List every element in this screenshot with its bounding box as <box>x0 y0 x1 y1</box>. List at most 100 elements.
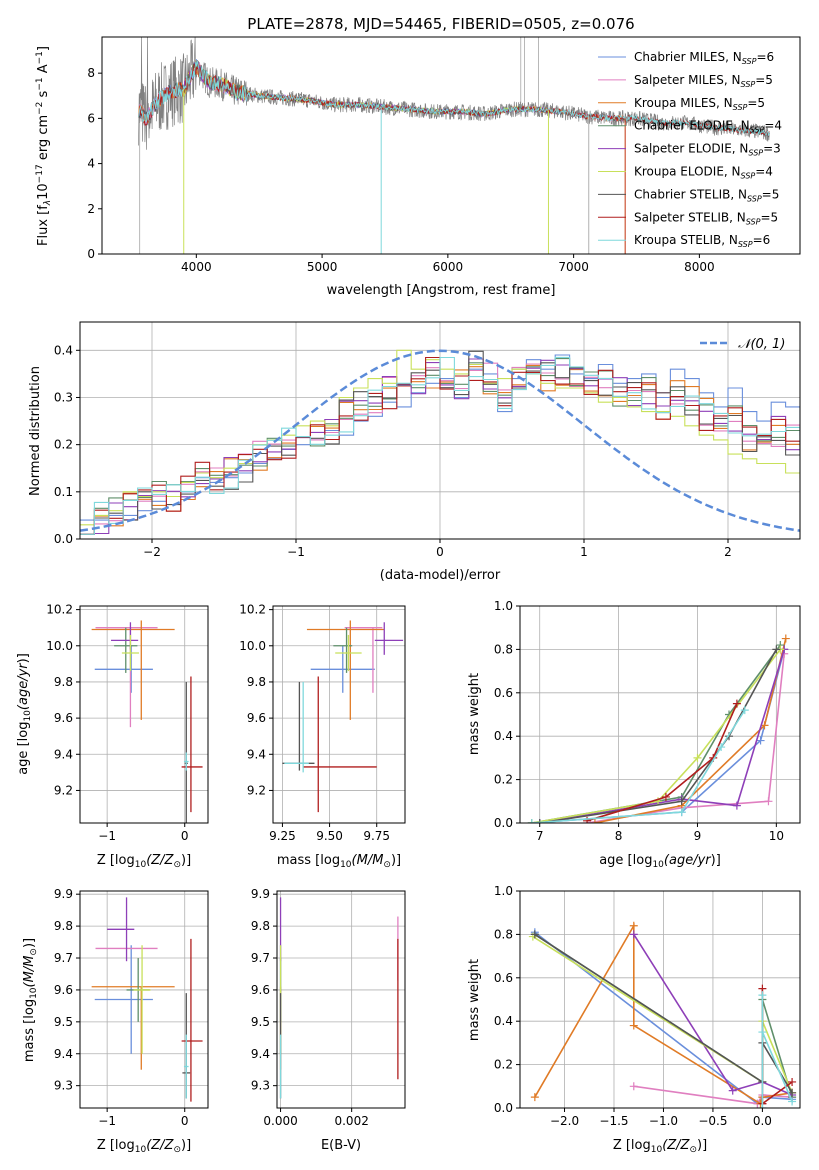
tick-label-x: −0.5 <box>698 1114 727 1128</box>
tick-label-y: 0.6 <box>494 971 513 985</box>
tick-label-y: 9.6 <box>54 711 73 725</box>
tick-label-y: 10.0 <box>46 639 73 653</box>
gridlines <box>80 891 208 1108</box>
tick-label-y: 0.8 <box>494 927 513 941</box>
axes-frame <box>276 890 406 1109</box>
tick-label-x: 0 <box>181 829 189 843</box>
tick-label-y: 4 <box>87 157 95 171</box>
weight-marker <box>758 1028 767 1037</box>
chart-panel-1: −2 −1 0 1 2 0.0 0.1 0.2 0.3 0.4 𝒩(0, 1) (data-model… <box>28 321 801 583</box>
errorbar-point <box>303 676 377 813</box>
weight-marker <box>728 1086 737 1095</box>
tick-label-y: 0.2 <box>494 1058 513 1072</box>
errorbar-point <box>94 945 153 1054</box>
legend-label: Chabrier MILES, NSSP=6 <box>634 50 774 66</box>
x-axis-label: Z [log10(Z/Z⊙)] <box>613 1138 707 1155</box>
tick-label-x: 0 <box>181 1114 189 1128</box>
histogram-kroupa-stelib <box>80 356 800 535</box>
tick-label-x: 1 <box>580 545 588 559</box>
legend-label: Salpeter MILES, NSSP=5 <box>634 73 773 89</box>
y-axis-label: Flux [fλ10−17 erg cm−2 s−1 A−1] <box>35 46 53 246</box>
tick-label-y: 1.0 <box>494 599 513 613</box>
tick-label-y: 0.3 <box>54 390 73 404</box>
plot-area <box>273 606 405 823</box>
tick-label-y: 10.0 <box>239 639 266 653</box>
weight-marker <box>781 634 790 643</box>
errorbar-point <box>183 752 189 771</box>
tick-label-y: 9.8 <box>247 675 266 689</box>
tick-label-x: −2.0 <box>550 1114 579 1128</box>
plot-content <box>91 620 203 823</box>
errorbar-point <box>183 1034 189 1099</box>
plot-content <box>91 897 203 1102</box>
x-axis-label: age [log10(age/yr)] <box>599 853 721 870</box>
legend-label: Chabrier STELIB, NSSP=5 <box>634 187 779 203</box>
tick-label-y: 10.2 <box>46 603 73 617</box>
y-axis-label: mass weight <box>467 673 482 755</box>
legend-label: Chabrier ELODIE, NSSP=4 <box>634 119 782 135</box>
x-axis-label: mass [log10(M/M⊙)] <box>277 853 401 870</box>
tick-label-y: 0.6 <box>494 686 513 700</box>
tick-label-y: 9.4 <box>247 747 266 761</box>
tick-label-x: 8000 <box>684 260 715 274</box>
errorbar-point <box>121 634 139 672</box>
tick-label-y: 0 <box>87 247 95 261</box>
tick-label-x: 4000 <box>181 260 212 274</box>
weight-line-kroupa-stelib <box>761 995 793 1108</box>
tick-label-x: −1 <box>98 829 116 843</box>
weight-marker <box>732 699 741 708</box>
weight-marker <box>583 816 592 823</box>
tick-label-x: 0 <box>436 545 444 559</box>
legend-label: Kroupa ELODIE, NSSP=4 <box>634 165 773 181</box>
tick-label-x: 10 <box>769 829 784 843</box>
errorbar-point <box>181 938 203 1102</box>
tick-label-y: 0.2 <box>494 773 513 787</box>
tick-label-y: 9.2 <box>54 783 73 797</box>
axes-frame <box>79 890 209 1109</box>
errorbar-point <box>306 620 385 720</box>
tick-label-y: 0.0 <box>494 816 513 830</box>
tick-label-x: 9.25 <box>269 829 296 843</box>
tick-label-x: −1 <box>98 1114 116 1128</box>
errorbar-point <box>91 986 175 1070</box>
tick-label-x: 7 <box>536 829 544 843</box>
histogram-chabrier-miles <box>80 354 800 521</box>
weight-marker <box>677 797 686 806</box>
chart-panel-2: −1 0 9.2 9.4 9.6 9.8 10.0 10.2 Z [log10(Z/Z⊙)] ag… <box>16 603 209 870</box>
axes-frame <box>101 36 801 255</box>
tick-label-y: 8 <box>87 66 95 80</box>
tick-label-y: 0.4 <box>494 729 513 743</box>
weight-marker <box>661 792 670 801</box>
legend: Chabrier MILES, NSSP=6 Salpeter MILES, NS… <box>598 50 782 249</box>
tick-label-y: 9.7 <box>54 951 73 965</box>
y-axis-label: Normed distribution <box>28 366 43 496</box>
chart-panel-7: −2.0 −1.5 −1.0 −0.5 0.0 0.0 0.2 0.4 0.6 0.8 1.0 Z [… <box>467 884 801 1155</box>
tick-label-x: 0.0 <box>753 1114 772 1128</box>
tick-label-y: 9.2 <box>247 783 266 797</box>
tick-label-y: 9.8 <box>251 919 270 933</box>
tick-label-y: 9.7 <box>251 951 270 965</box>
weight-line-salpeter-stelib <box>586 703 738 822</box>
legend-label: Salpeter STELIB, NSSP=5 <box>634 210 778 226</box>
x-axis-label: Z [log10(Z/Z⊙)] <box>97 853 191 870</box>
tick-label-y: 9.8 <box>54 675 73 689</box>
tick-label-y: 0.0 <box>494 1101 513 1115</box>
tick-label-x: −1 <box>287 545 305 559</box>
x-axis-label: (data-model)/error <box>380 568 501 583</box>
tick-label-y: 6 <box>87 111 95 125</box>
errorbar-point <box>181 676 203 813</box>
axes-frame <box>519 605 801 824</box>
weight-line-kroupa-stelib <box>531 709 746 823</box>
model-spectrum-kroupa-stelib <box>138 60 770 136</box>
weight-marker <box>788 1077 797 1086</box>
tick-label-y: 0.1 <box>54 485 73 499</box>
tick-label-y: 9.9 <box>54 887 73 901</box>
weight-marker <box>629 921 638 930</box>
tick-label-x: 9.50 <box>316 829 343 843</box>
plot-content <box>282 620 404 813</box>
weight-line-kroupa-miles <box>534 922 793 1105</box>
weight-marker <box>740 706 749 715</box>
weight-marker <box>530 930 539 939</box>
tick-label-x: 8 <box>615 829 623 843</box>
tick-label-y: 0.2 <box>54 438 73 452</box>
